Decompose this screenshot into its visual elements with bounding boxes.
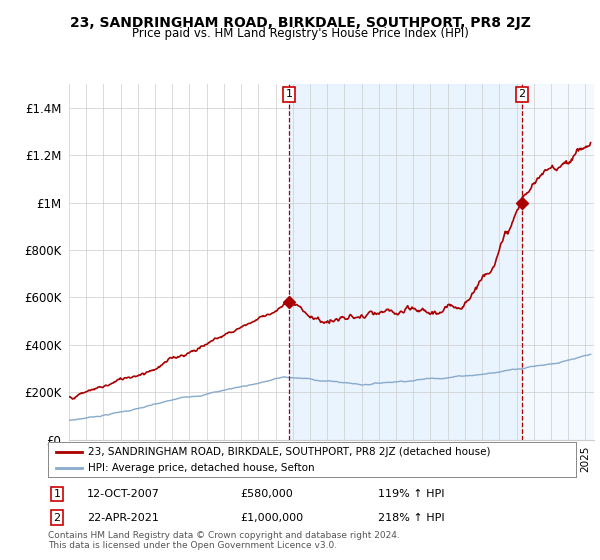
- Text: 2: 2: [518, 90, 526, 99]
- Text: 12-OCT-2007: 12-OCT-2007: [87, 489, 160, 499]
- Text: 23, SANDRINGHAM ROAD, BIRKDALE, SOUTHPORT, PR8 2JZ (detached house): 23, SANDRINGHAM ROAD, BIRKDALE, SOUTHPOR…: [88, 447, 490, 457]
- Text: £580,000: £580,000: [240, 489, 293, 499]
- Text: 2: 2: [53, 512, 61, 522]
- Text: 1: 1: [53, 489, 61, 499]
- Text: Price paid vs. HM Land Registry's House Price Index (HPI): Price paid vs. HM Land Registry's House …: [131, 27, 469, 40]
- Text: HPI: Average price, detached house, Sefton: HPI: Average price, detached house, Seft…: [88, 463, 314, 473]
- Text: £1,000,000: £1,000,000: [240, 512, 303, 522]
- Bar: [289, 84, 522, 440]
- Text: 218% ↑ HPI: 218% ↑ HPI: [378, 512, 445, 522]
- Text: 22-APR-2021: 22-APR-2021: [87, 512, 159, 522]
- Text: 1: 1: [286, 90, 292, 99]
- Bar: [522, 84, 594, 440]
- Text: Contains HM Land Registry data © Crown copyright and database right 2024.
This d: Contains HM Land Registry data © Crown c…: [48, 530, 400, 550]
- Text: 119% ↑ HPI: 119% ↑ HPI: [378, 489, 445, 499]
- Text: 23, SANDRINGHAM ROAD, BIRKDALE, SOUTHPORT, PR8 2JZ: 23, SANDRINGHAM ROAD, BIRKDALE, SOUTHPOR…: [70, 16, 530, 30]
